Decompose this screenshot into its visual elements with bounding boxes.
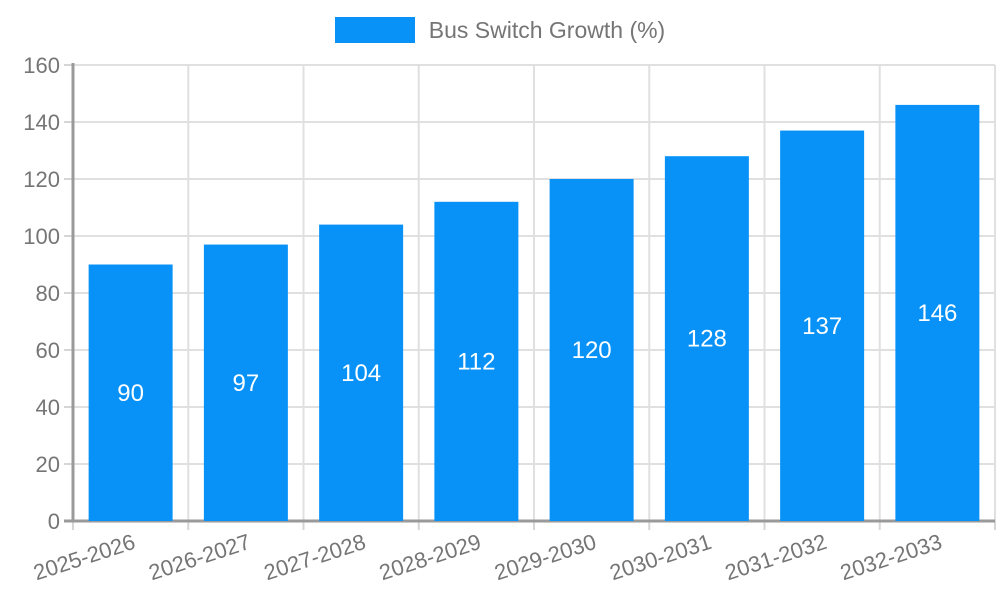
bar bbox=[203, 244, 288, 522]
x-tick-label: 2032-2033 bbox=[837, 529, 945, 585]
x-tick-label: 2025-2026 bbox=[30, 529, 138, 585]
x-tick-label: 2027-2028 bbox=[261, 529, 369, 585]
bar bbox=[319, 224, 404, 521]
bar-value-label: 90 bbox=[117, 380, 144, 407]
bar-value-label: 120 bbox=[572, 337, 612, 364]
bar-value-label: 146 bbox=[917, 300, 957, 327]
bar-value-label: 104 bbox=[341, 360, 381, 387]
x-tick-label: 2031-2032 bbox=[722, 529, 830, 585]
bar bbox=[434, 201, 519, 522]
legend-label[interactable]: Bus Switch Growth (%) bbox=[428, 17, 666, 43]
x-tick-label: 2030-2031 bbox=[607, 529, 715, 585]
y-tick-label: 0 bbox=[48, 509, 60, 534]
y-tick-label: 80 bbox=[36, 281, 60, 306]
bar bbox=[88, 264, 173, 521]
bar bbox=[664, 156, 749, 521]
legend-swatch-icon[interactable] bbox=[334, 17, 415, 43]
y-tick-label: 40 bbox=[36, 395, 60, 420]
bar-value-label: 97 bbox=[233, 370, 260, 397]
y-tick-label: 120 bbox=[23, 167, 60, 192]
x-tick-label: 2026-2027 bbox=[146, 529, 254, 585]
bar bbox=[549, 179, 634, 521]
x-tick-label: 2029-2030 bbox=[491, 529, 599, 585]
bar-value-label: 112 bbox=[457, 348, 495, 375]
bar bbox=[780, 130, 865, 522]
x-tick-label: 2028-2029 bbox=[376, 529, 484, 585]
y-tick-label: 20 bbox=[36, 452, 60, 477]
bar-value-label: 137 bbox=[802, 313, 842, 340]
y-tick-label: 60 bbox=[36, 338, 60, 363]
chart-legend[interactable]: Bus Switch Growth (%) bbox=[0, 17, 1000, 43]
y-tick-label: 160 bbox=[23, 53, 60, 78]
bar bbox=[895, 104, 980, 522]
bar-value-label: 128 bbox=[687, 326, 727, 353]
y-tick-label: 100 bbox=[23, 224, 60, 249]
y-tick-label: 140 bbox=[23, 110, 60, 135]
